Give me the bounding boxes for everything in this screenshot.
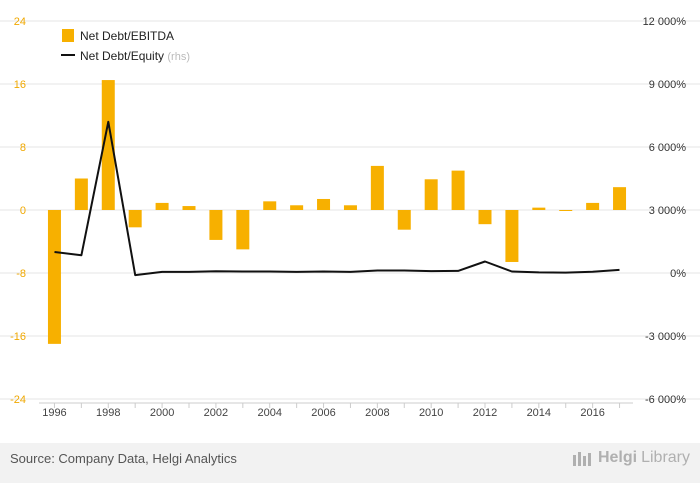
x-tick-label: 2012 (473, 407, 497, 419)
bar-2012 (478, 210, 492, 225)
left-axis-tick-label: -8 (16, 268, 26, 280)
right-axis-tick-label: -6 000% (645, 394, 686, 406)
legend-label-ebitda: Net Debt/EBITDA (80, 29, 174, 43)
right-axis-tick-label: 9 000% (649, 79, 687, 91)
line-net-debt-equity (54, 120, 620, 277)
bar-2013 (505, 210, 519, 262)
bar-2010 (424, 179, 438, 210)
x-tick-label: 1996 (42, 407, 66, 419)
legend-label-equity: Net Debt/Equity (rhs) (80, 49, 190, 63)
left-axis-tick-label: -16 (10, 331, 26, 343)
x-tick-label: 2008 (365, 407, 389, 419)
legend-rhs-note: (rhs) (167, 51, 190, 63)
bar-2005 (290, 205, 304, 210)
x-tick-label: 2010 (419, 407, 443, 419)
bar-2009 (397, 210, 411, 230)
bar-2011 (451, 170, 465, 210)
bar-2008 (370, 165, 384, 210)
x-tick-label: 2002 (204, 407, 228, 419)
bar-2014 (532, 207, 546, 210)
bar-1996 (47, 210, 61, 344)
left-axis-tick-label: 24 (14, 16, 26, 28)
x-tick-label: 1998 (96, 407, 120, 419)
right-axis-tick-label: 3 000% (649, 205, 687, 217)
bar-2001 (182, 206, 196, 210)
bar-2017 (613, 187, 627, 210)
brand-logo[interactable]: Helgi Library (572, 449, 690, 467)
left-axis-tick-label: -24 (10, 394, 26, 406)
left-axis-tick-label: 16 (14, 79, 26, 91)
left-axis-tick-label: 0 (20, 205, 26, 217)
right-axis-tick-label: -3 000% (645, 331, 686, 343)
library-icon (572, 452, 591, 466)
x-tick-label: 2016 (580, 407, 604, 419)
x-tick-label: 2006 (311, 407, 335, 419)
brand-prefix: Helgi (597, 449, 638, 466)
x-tick-label: 2004 (257, 407, 281, 419)
bar-2007 (343, 205, 357, 210)
right-axis-tick-label: 0% (670, 268, 686, 280)
left-axis-tick-label: 8 (20, 142, 26, 154)
combo-chart: 24 16 8 0 -8 -16 -24 12 000% 9 000% 6 000% 3 000% 0… (0, 16, 700, 419)
x-tick-label: 2014 (527, 407, 551, 419)
legend-swatch-bar (62, 29, 74, 42)
bar-2000 (155, 202, 169, 210)
bar-2002 (209, 210, 223, 240)
footer: Source: Company Data, Helgi Analytics He… (0, 443, 700, 483)
bar-2015 (559, 210, 573, 211)
source-text: Source: Company Data, Helgi Analytics (10, 451, 237, 466)
bar-2006 (317, 198, 331, 210)
bar-1998 (101, 80, 115, 210)
bar-2004 (263, 201, 277, 210)
bar-2003 (236, 210, 250, 250)
right-axis-tick-label: 12 000% (643, 16, 687, 28)
brand-suffix: Library (641, 449, 690, 466)
bar-1999 (128, 210, 142, 228)
bar-2016 (586, 202, 600, 210)
x-tick-label: 2000 (150, 407, 174, 419)
right-axis-tick-label: 6 000% (649, 142, 687, 154)
bar-1997 (74, 178, 88, 210)
